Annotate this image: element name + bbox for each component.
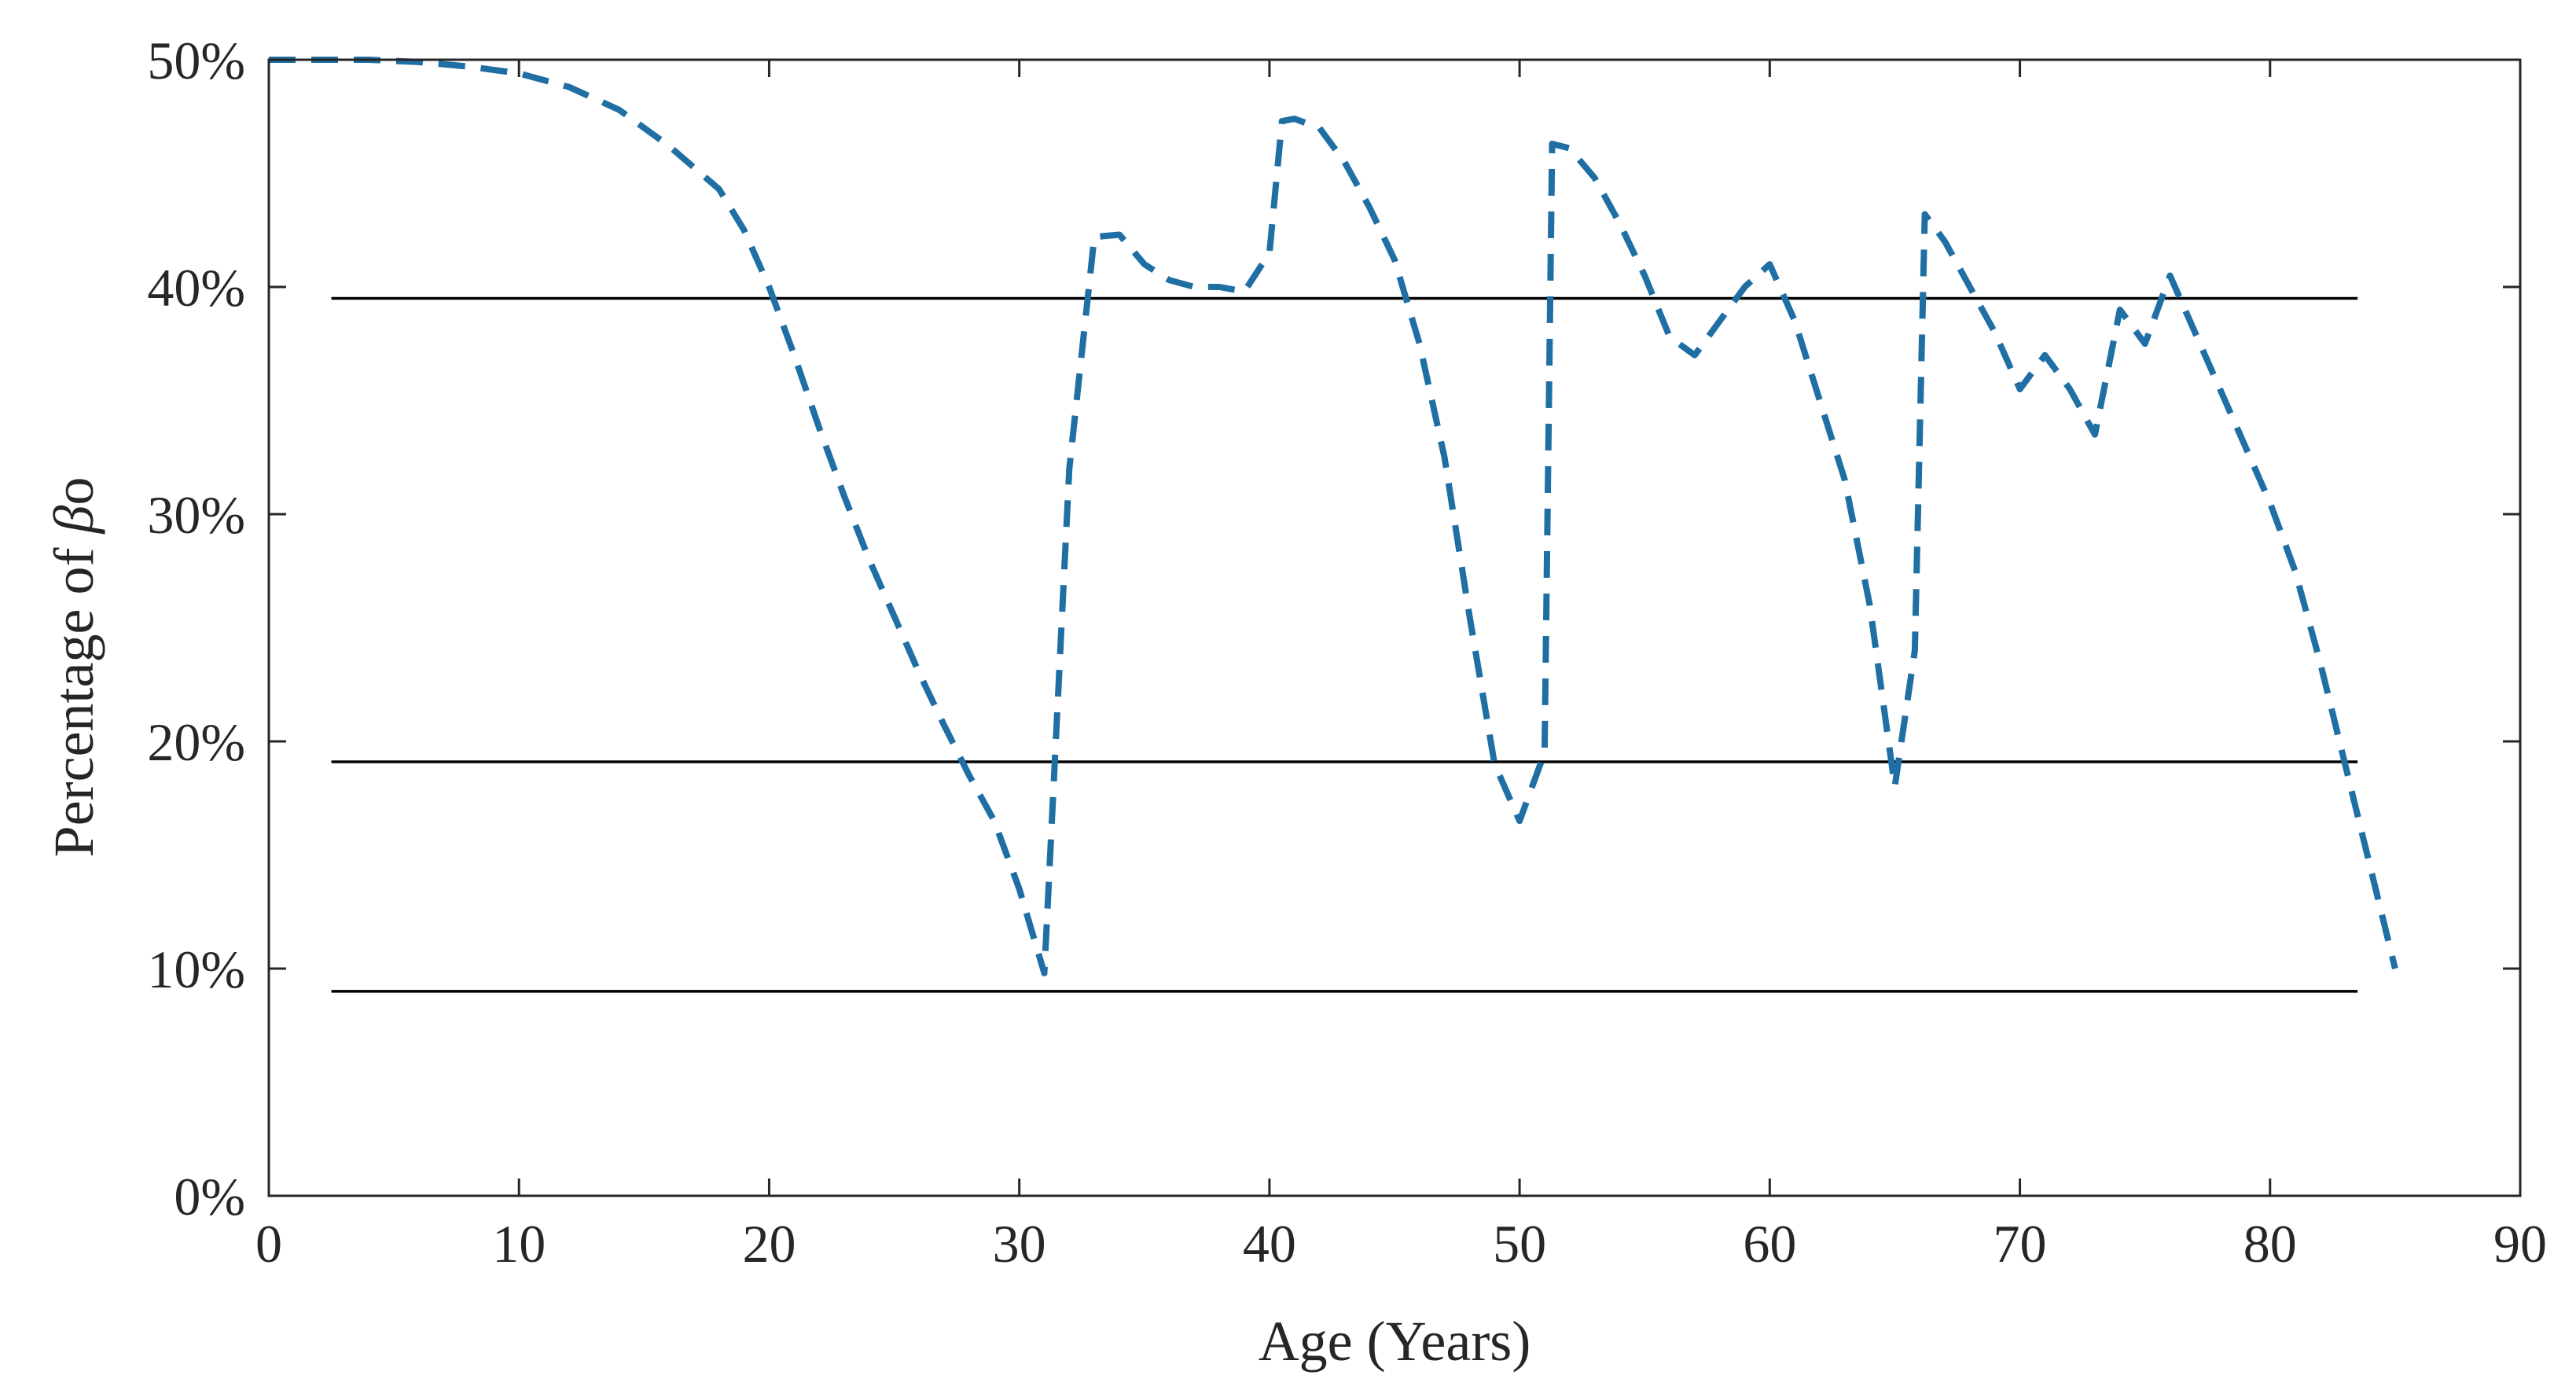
y-tick-label: 50% [147, 31, 245, 90]
x-tick-label: 40 [1243, 1214, 1296, 1274]
y-axis-label-symbol: β [42, 506, 105, 535]
x-ticks: 0 10 20 30 40 50 60 70 80 90 [255, 60, 2547, 1274]
x-tick-label: 70 [1994, 1214, 2047, 1274]
series-line-1 [269, 57, 2398, 976]
x-tick-label: 50 [1493, 1214, 1546, 1274]
x-tick-label: 20 [742, 1214, 796, 1274]
y-tick-label: 0% [174, 1167, 245, 1226]
y-tick-label: 20% [147, 712, 245, 772]
x-tick-label: 80 [2243, 1214, 2297, 1274]
y-ticks: 0% 10% 20% 30% 40% 50% [147, 31, 2520, 1226]
axes [267, 58, 2522, 1197]
series-layer [269, 57, 2398, 976]
x-tick-label: 30 [993, 1214, 1046, 1274]
x-tick-label: 0 [255, 1214, 282, 1274]
y-tick-label: 10% [147, 940, 245, 999]
x-tick-label: 90 [2493, 1214, 2547, 1274]
y-axis-label-suffix: o [42, 477, 105, 506]
x-axis-label: Age (Years) [1259, 1310, 1531, 1373]
plot-frame [267, 58, 2522, 1197]
y-axis-label: Percentage of βo [42, 477, 105, 858]
y-tick-label: 30% [147, 485, 245, 545]
y-tick-label: 40% [147, 258, 245, 318]
x-tick-label: 60 [1743, 1214, 1796, 1274]
x-tick-label: 10 [492, 1214, 546, 1274]
y-axis-label-prefix: Percentage of [42, 534, 105, 858]
reference-lines [331, 296, 2358, 993]
